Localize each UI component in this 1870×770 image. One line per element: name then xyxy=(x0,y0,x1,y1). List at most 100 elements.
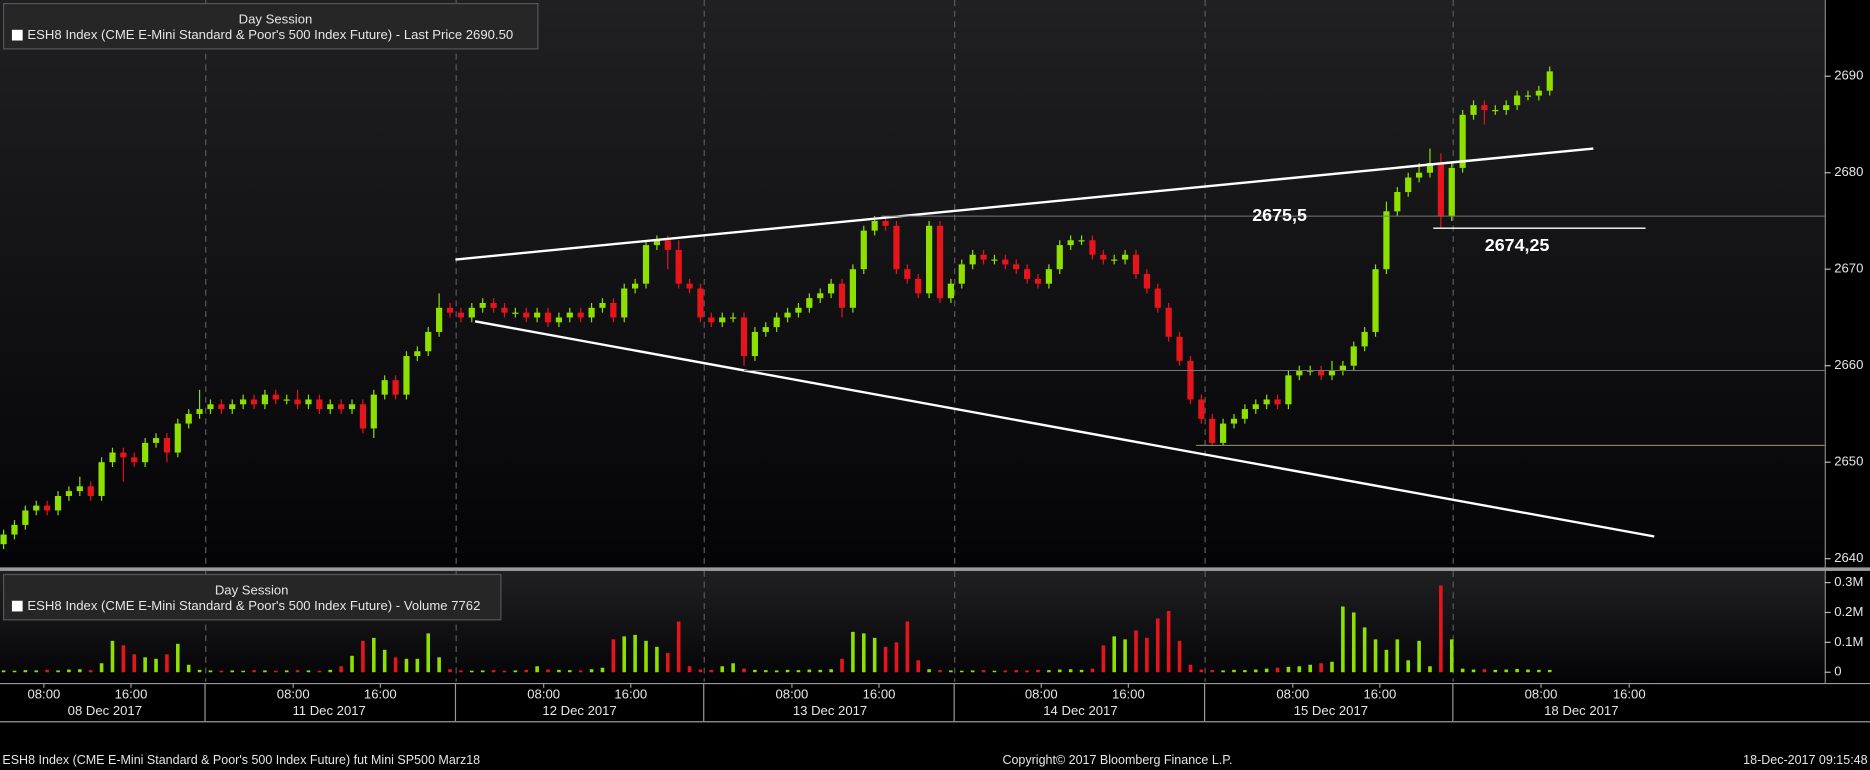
volume-bar xyxy=(589,669,594,673)
volume-bar xyxy=(404,658,409,673)
date-label: 11 Dec 2017 xyxy=(292,703,365,718)
candle-body xyxy=(1198,399,1205,419)
volume-bar xyxy=(1526,669,1530,673)
candle-body xyxy=(152,438,160,443)
y-tick-label: 0 xyxy=(1834,664,1841,679)
volume-bar xyxy=(1101,645,1106,673)
candle-body xyxy=(1241,409,1248,419)
volume-bar xyxy=(600,667,605,673)
volume-bar xyxy=(1264,668,1269,673)
y-tick-label: 0.2M xyxy=(1834,604,1863,619)
candle-body xyxy=(294,399,301,405)
candle-body xyxy=(338,404,345,410)
volume-bar xyxy=(1177,640,1182,673)
candle-body xyxy=(98,462,105,496)
volume-bar xyxy=(1036,669,1040,673)
volume-bar xyxy=(34,670,39,673)
volume-bar xyxy=(12,670,17,673)
volume-bar xyxy=(731,663,735,673)
candle-body xyxy=(1535,90,1542,96)
candle-body xyxy=(305,399,312,405)
candle-body xyxy=(1056,245,1063,270)
date-label: 15 Dec 2017 xyxy=(1294,703,1368,718)
candle-body xyxy=(1154,288,1161,308)
candle-body xyxy=(1187,360,1194,400)
x-tick-label: 08:00 xyxy=(776,686,809,701)
volume-bar xyxy=(949,670,953,673)
date-label: 14 Dec 2017 xyxy=(1043,703,1117,718)
candle-body xyxy=(1415,172,1423,178)
volume-bar xyxy=(742,668,746,673)
volume-bar xyxy=(1199,669,1204,673)
candle-body xyxy=(577,312,584,318)
volume-bar xyxy=(807,669,812,673)
candle-body xyxy=(1078,240,1085,242)
candle-body xyxy=(1285,375,1292,405)
candle-body xyxy=(33,505,40,511)
volume-bar xyxy=(317,670,322,673)
candle-body xyxy=(1513,95,1521,106)
date-label: 12 Dec 2017 xyxy=(542,703,616,718)
candle-body xyxy=(1165,307,1172,337)
volume-bar xyxy=(448,669,452,673)
volume-bar xyxy=(230,670,235,673)
volume-bar xyxy=(1319,663,1323,673)
candle-body xyxy=(762,327,769,332)
x-tick-label: 08:00 xyxy=(277,686,310,701)
x-tick-label: 16:00 xyxy=(1613,686,1646,701)
x-tick-label: 08:00 xyxy=(1276,686,1309,701)
volume-bar xyxy=(785,669,790,673)
volume-bar xyxy=(339,666,343,673)
candle-body xyxy=(163,438,171,453)
x-tick-label: 08:00 xyxy=(1525,686,1558,701)
volume-bar xyxy=(927,669,931,673)
volume-bar xyxy=(361,640,365,673)
candle-body xyxy=(1437,163,1444,217)
legend-title: Day Session xyxy=(215,583,289,598)
price-legend: Day Session ESH8 Index (CME E-Mini Stand… xyxy=(2,2,539,50)
volume-bar xyxy=(1253,669,1258,673)
candle-body xyxy=(120,452,127,458)
candle-body xyxy=(534,312,541,318)
candle-body xyxy=(240,399,247,405)
candle-body xyxy=(740,317,748,357)
volume-bar xyxy=(252,670,256,673)
volume-bar xyxy=(568,670,572,673)
volume-bar xyxy=(1145,637,1149,673)
volume-bar xyxy=(132,654,137,673)
candle-body xyxy=(1252,404,1259,410)
candle-body xyxy=(1067,240,1074,246)
legend-swatch xyxy=(11,600,23,612)
volume-bar xyxy=(1341,606,1345,673)
candle-body xyxy=(1274,399,1281,405)
candle-body xyxy=(512,312,519,314)
candle-body xyxy=(730,317,737,319)
volume-bar xyxy=(186,664,191,673)
volume-bar xyxy=(1123,639,1127,673)
volume-bar xyxy=(1439,585,1443,673)
volume-bar xyxy=(121,645,126,673)
candle-body xyxy=(468,307,475,318)
level-label: 2675,5 xyxy=(1252,205,1307,225)
candle-body xyxy=(142,442,149,463)
candle-body xyxy=(0,534,7,545)
x-tick-label: 08:00 xyxy=(1025,686,1058,701)
volume-bar xyxy=(753,669,757,673)
volume-bar xyxy=(1025,670,1029,673)
volume-bar xyxy=(437,657,441,673)
volume-bar xyxy=(372,637,376,673)
volume-bar xyxy=(165,654,169,673)
volume-bar xyxy=(883,646,888,673)
volume-bar xyxy=(687,666,692,673)
x-tick-label: 08:00 xyxy=(27,686,60,701)
candle-body xyxy=(544,312,552,323)
candle-body xyxy=(1024,269,1031,279)
volume-bar xyxy=(1047,670,1051,673)
y-tick-label: 2650 xyxy=(1834,454,1863,469)
x-tick-label: 16:00 xyxy=(1112,686,1145,701)
candle-body xyxy=(675,249,682,284)
x-tick-label: 16:00 xyxy=(364,686,397,701)
candle-body xyxy=(1492,110,1499,112)
candle-body xyxy=(44,505,51,511)
y-tick-label: 2690 xyxy=(1834,68,1863,83)
